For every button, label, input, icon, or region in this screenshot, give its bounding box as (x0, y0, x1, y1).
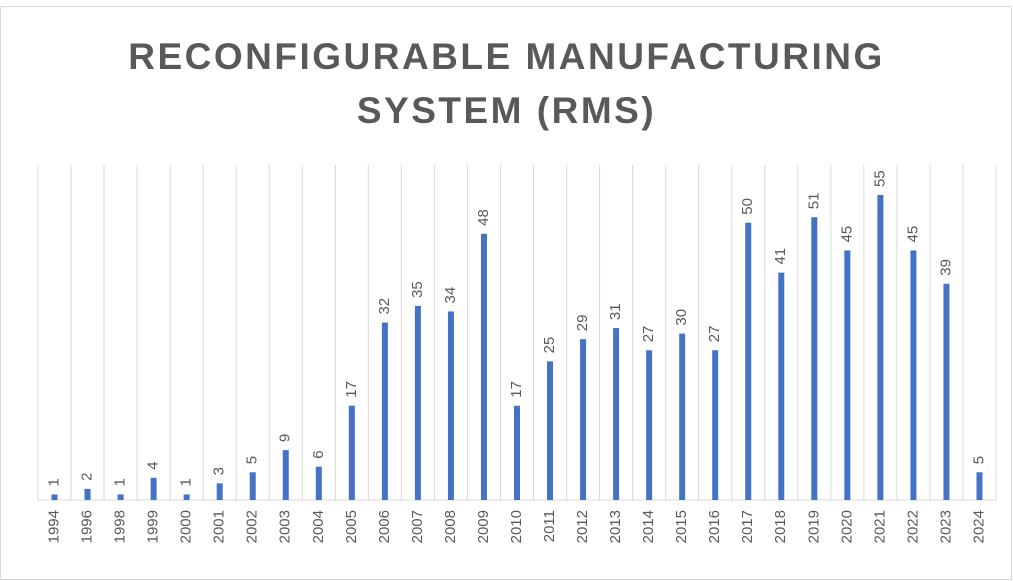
bar (811, 217, 818, 500)
bar (216, 483, 223, 500)
bar (613, 328, 620, 500)
x-tick-label: 2023 (937, 510, 954, 543)
x-tick-label: 2007 (409, 510, 426, 543)
x-tick-label: 2020 (838, 510, 855, 543)
data-label: 1 (112, 478, 129, 486)
data-label: 3 (211, 467, 228, 475)
bar (745, 222, 752, 500)
bar (117, 494, 124, 500)
data-label: 5 (970, 456, 987, 464)
bar (51, 494, 58, 500)
data-label: 17 (343, 381, 360, 398)
x-tick-label: 2005 (343, 510, 360, 543)
bar (976, 472, 983, 500)
x-tick-label: 2002 (244, 510, 261, 543)
data-label: 41 (772, 248, 789, 265)
x-tick-label: 2015 (673, 510, 690, 543)
x-tick-label: 2019 (805, 510, 822, 543)
data-label: 9 (277, 434, 294, 442)
x-tick-label: 2024 (970, 510, 987, 543)
data-label: 45 (904, 226, 921, 243)
data-label: 55 (871, 170, 888, 187)
bar (580, 339, 587, 500)
data-label: 1 (178, 478, 195, 486)
data-label: 27 (706, 326, 723, 343)
x-tick-label: 2006 (376, 510, 393, 543)
x-tick-label: 2004 (310, 510, 327, 543)
bar (778, 272, 785, 500)
data-label: 6 (310, 450, 327, 458)
x-tick-label: 2008 (442, 510, 459, 543)
bar (844, 250, 851, 500)
data-label: 17 (508, 381, 525, 398)
data-label: 31 (607, 303, 624, 320)
data-label: 50 (739, 198, 756, 215)
bar (910, 250, 917, 500)
x-tick-label: 2021 (871, 510, 888, 543)
x-tick-label: 2022 (904, 510, 921, 543)
x-tick-label: 1994 (45, 510, 62, 543)
bar (150, 477, 157, 500)
bar (315, 466, 322, 500)
x-tick-label: 2011 (541, 510, 558, 542)
bar (183, 494, 190, 500)
data-label: 4 (145, 461, 162, 469)
x-tick-label: 2013 (607, 510, 624, 543)
x-tick-label: 1999 (145, 510, 162, 543)
bar (480, 233, 487, 500)
bar (447, 311, 454, 500)
x-tick-label: 2017 (739, 510, 756, 543)
x-tick-label: 2003 (277, 510, 294, 543)
data-label: 39 (937, 259, 954, 276)
bar (547, 361, 554, 500)
bar (348, 405, 355, 500)
chart-title: RECONFIGURABLE MANUFACTURING SYSTEM (RMS… (128, 36, 885, 131)
x-tick-label: 2012 (574, 510, 591, 543)
x-tick-label: 1998 (112, 510, 129, 543)
data-label: 51 (805, 192, 822, 209)
bar (646, 350, 653, 500)
x-tick-label: 2001 (211, 510, 228, 543)
bar (381, 322, 388, 500)
data-label: 1 (45, 478, 62, 486)
data-label: 45 (838, 226, 855, 243)
bar (943, 283, 950, 500)
data-label: 30 (673, 309, 690, 326)
chart-border (0, 6, 1012, 580)
bar (712, 350, 719, 500)
data-label: 34 (442, 287, 459, 304)
bar (679, 333, 686, 500)
data-label: 48 (475, 209, 492, 226)
x-tick-label: 2009 (475, 510, 492, 543)
data-label: 27 (640, 326, 657, 343)
bar (414, 305, 421, 500)
data-label: 25 (541, 337, 558, 354)
x-tick-label: 2018 (772, 510, 789, 543)
bar (84, 488, 91, 500)
bar (514, 405, 520, 500)
bar (282, 450, 289, 500)
x-tick-label: 2014 (640, 510, 657, 543)
x-tick-label: 2016 (706, 510, 723, 543)
data-label: 2 (79, 473, 96, 481)
x-tick-label: 1996 (79, 510, 96, 543)
x-tick-label: 2000 (178, 510, 195, 543)
x-tick-label: 2010 (508, 510, 525, 543)
bar (877, 195, 884, 500)
data-label: 35 (409, 281, 426, 298)
data-label: 32 (376, 298, 393, 315)
data-label: 29 (574, 314, 591, 331)
bar (249, 472, 256, 500)
data-label: 5 (244, 456, 261, 464)
